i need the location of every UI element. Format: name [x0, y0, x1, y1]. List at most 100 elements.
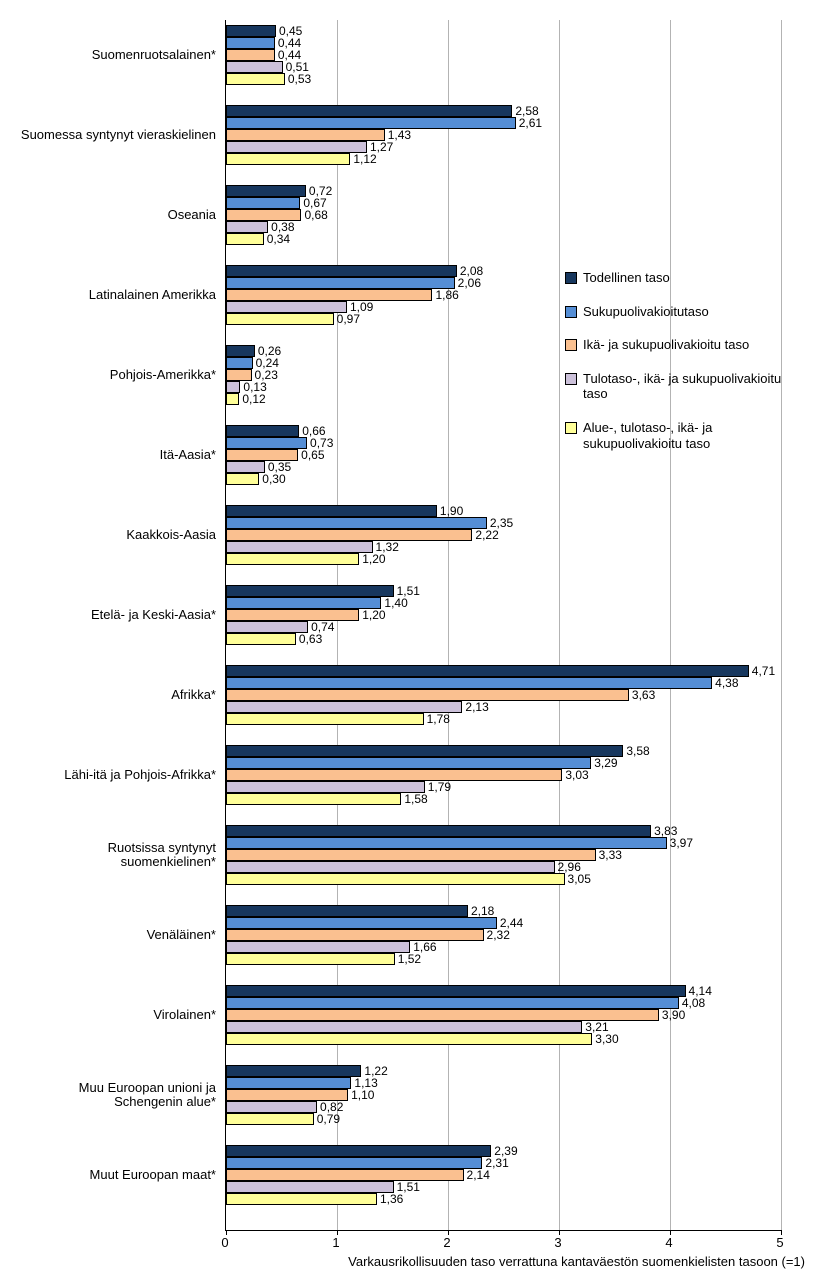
- legend-swatch: [565, 422, 577, 434]
- bar-value-label: 0,65: [301, 449, 324, 461]
- category-label: Muu Euroopan unioni ja Schengenin alue*: [11, 1065, 216, 1125]
- bar: [226, 25, 276, 37]
- legend-swatch: [565, 373, 577, 385]
- bar-value-label: 2,06: [458, 277, 481, 289]
- bar-value-label: 0,97: [337, 313, 360, 325]
- category-label: Latinalainen Amerikka: [11, 265, 216, 325]
- legend-swatch: [565, 306, 577, 318]
- bar: [226, 553, 359, 565]
- category-group: Kaakkois-Aasia1,902,352,221,321,20: [226, 505, 781, 585]
- bar-value-label: 4,08: [682, 997, 705, 1009]
- x-tick-label: 0: [221, 1235, 228, 1250]
- bar: [226, 781, 425, 793]
- bar: [226, 1113, 314, 1125]
- category-label: Muut Euroopan maat*: [11, 1145, 216, 1205]
- x-tick-label: 5: [776, 1235, 783, 1250]
- category-label: Ruotsissa syntynyt suomenkielinen*: [11, 825, 216, 885]
- bar-value-label: 1,52: [398, 953, 421, 965]
- bar: [226, 541, 373, 553]
- bar-value-label: 2,18: [471, 905, 494, 917]
- bar: [226, 289, 432, 301]
- bar-value-label: 3,29: [594, 757, 617, 769]
- category-label: Etelä- ja Keski-Aasia*: [11, 585, 216, 645]
- bar: [226, 1021, 582, 1033]
- bar: [226, 505, 437, 517]
- category-group: Suomenruotsalainen*0,450,440,440,510,53: [226, 25, 781, 105]
- bar: [226, 1145, 491, 1157]
- bar: [226, 1193, 377, 1205]
- bar: [226, 221, 268, 233]
- x-tick-label: 1: [332, 1235, 339, 1250]
- bar-value-label: 0,34: [267, 233, 290, 245]
- category-label: Virolainen*: [11, 985, 216, 1045]
- bar: [226, 37, 275, 49]
- bar-value-label: 3,03: [565, 769, 588, 781]
- bar-value-label: 0,68: [304, 209, 327, 221]
- category-label: Suomenruotsalainen*: [11, 25, 216, 85]
- category-group: Muu Euroopan unioni ja Schengenin alue*1…: [226, 1065, 781, 1145]
- bar: [226, 597, 381, 609]
- bar: [226, 381, 240, 393]
- bar: [226, 357, 253, 369]
- bar: [226, 1101, 317, 1113]
- bar: [226, 141, 367, 153]
- bar: [226, 873, 565, 885]
- bar: [226, 1033, 592, 1045]
- category-label: Pohjois-Amerikka*: [11, 345, 216, 405]
- plot-area: Suomenruotsalainen*0,450,440,440,510,53 S…: [225, 20, 781, 1231]
- bar: [226, 265, 457, 277]
- legend-item: Ikä- ja sukupuolivakioitu taso: [565, 337, 795, 353]
- bar: [226, 861, 555, 873]
- category-label: Kaakkois-Aasia: [11, 505, 216, 565]
- bar: [226, 825, 651, 837]
- bar-value-label: 1,58: [404, 793, 427, 805]
- category-group: Ruotsissa syntynyt suomenkielinen*3,833,…: [226, 825, 781, 905]
- bar: [226, 461, 265, 473]
- bar: [226, 153, 350, 165]
- x-tick-label: 2: [443, 1235, 450, 1250]
- bar: [226, 1077, 351, 1089]
- bar-value-label: 1,20: [362, 553, 385, 565]
- bar: [226, 197, 300, 209]
- category-group: Etelä- ja Keski-Aasia*1,511,401,200,740,…: [226, 585, 781, 665]
- bar: [226, 473, 259, 485]
- bar-value-label: 4,38: [715, 677, 738, 689]
- legend-label: Sukupuolivakioitutaso: [583, 304, 709, 320]
- x-axis-label: Varkausrikollisuuden taso verrattuna kan…: [225, 1254, 805, 1269]
- bar: [226, 313, 334, 325]
- bar-value-label: 3,30: [595, 1033, 618, 1045]
- category-label: Itä-Aasia*: [11, 425, 216, 485]
- bar: [226, 301, 347, 313]
- bar: [226, 849, 596, 861]
- bar: [226, 929, 484, 941]
- bar: [226, 585, 394, 597]
- legend-label: Tulotaso-, ikä- ja sukupuolivakioitu tas…: [583, 371, 795, 402]
- bar: [226, 1181, 394, 1193]
- bar: [226, 117, 516, 129]
- bar-value-label: 2,22: [475, 529, 498, 541]
- bar-value-label: 3,33: [599, 849, 622, 861]
- bar: [226, 769, 562, 781]
- category-label: Oseania: [11, 185, 216, 245]
- bar-value-label: 2,13: [465, 701, 488, 713]
- bar: [226, 953, 395, 965]
- chart-container: Suomenruotsalainen*0,450,440,440,510,53S…: [10, 10, 807, 1272]
- bar: [226, 49, 275, 61]
- x-tick-label: 3: [554, 1235, 561, 1250]
- category-label: Venäläinen*: [11, 905, 216, 965]
- bar-value-label: 0,63: [299, 633, 322, 645]
- bar: [226, 905, 468, 917]
- bar: [226, 105, 512, 117]
- bar-value-label: 1,10: [351, 1089, 374, 1101]
- bar-value-label: 2,32: [487, 929, 510, 941]
- legend-swatch: [565, 339, 577, 351]
- bar: [226, 985, 686, 997]
- category-group: Afrikka*4,714,383,632,131,78: [226, 665, 781, 745]
- bar-value-label: 3,58: [626, 745, 649, 757]
- bar: [226, 1157, 482, 1169]
- category-group: Oseania0,720,670,680,380,34: [226, 185, 781, 265]
- category-group: Lähi-itä ja Pohjois-Afrikka*3,583,293,03…: [226, 745, 781, 825]
- legend-item: Sukupuolivakioitutaso: [565, 304, 795, 320]
- legend-label: Alue-, tulotaso-, ikä- ja sukupuolivakio…: [583, 420, 795, 451]
- bar-value-label: 0,12: [242, 393, 265, 405]
